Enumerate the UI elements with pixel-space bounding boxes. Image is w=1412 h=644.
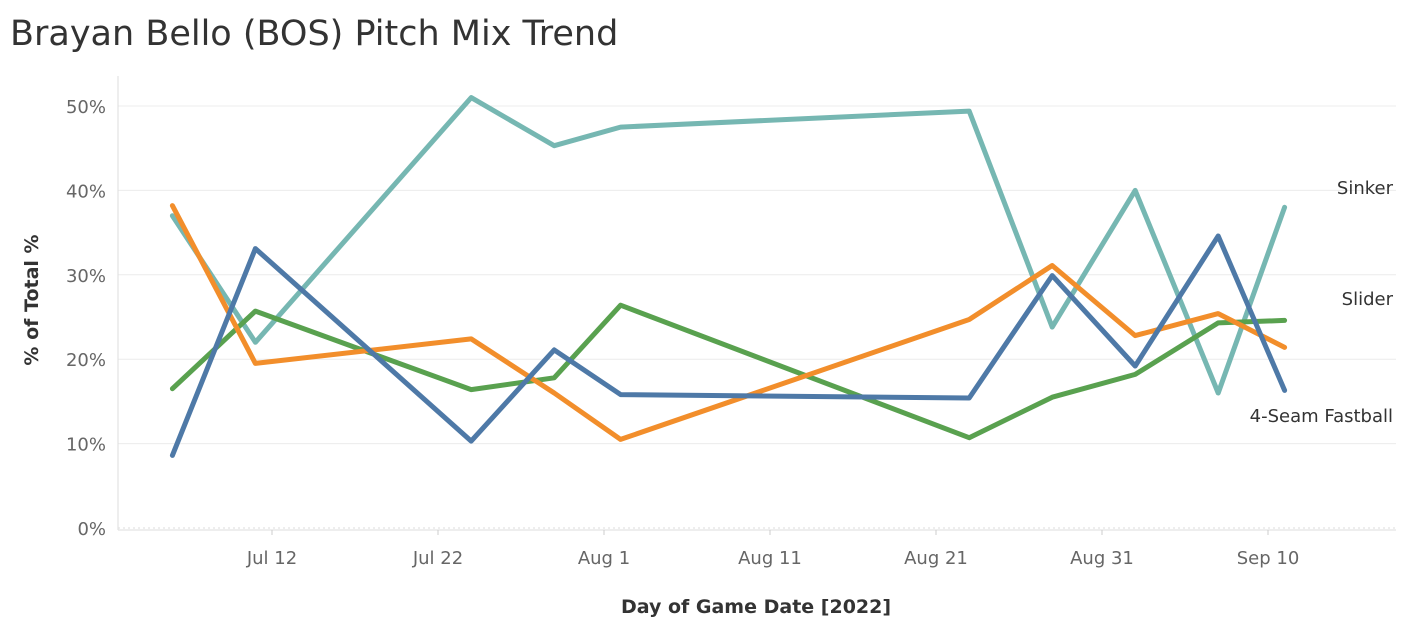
y-tick-label: 40% <box>66 181 106 202</box>
chart-title: Brayan Bello (BOS) Pitch Mix Trend <box>10 14 619 54</box>
x-tick-label: Aug 11 <box>738 548 802 569</box>
x-axis-ticks: Jul 12 Jul 22 Aug 1 Aug 11 Aug 21 Aug 31 Sep 1… <box>246 530 1299 569</box>
x-tick-label: Jul 22 <box>412 548 463 569</box>
series-labels: Sinker Slider 4-Seam Fastball <box>1250 178 1394 427</box>
x-axis-title: Day of Game Date [2022] <box>621 596 891 618</box>
x-tick-label: Jul 12 <box>246 548 297 569</box>
series-line-sinker <box>169 95 1288 396</box>
axis-layer <box>117 76 1396 531</box>
y-axis-ticks: 0% 10% 20% 30% 40% 50% <box>66 97 106 540</box>
series-label-sinker: Sinker <box>1337 178 1394 199</box>
series-line-slider <box>169 203 1288 442</box>
x-tick-label: Aug 1 <box>578 548 630 569</box>
y-tick-label: 50% <box>66 97 106 118</box>
y-tick-label: 10% <box>66 435 106 456</box>
series-label-4-seam-fastball: 4-Seam Fastball <box>1250 406 1393 427</box>
x-tick-label: Aug 21 <box>904 548 968 569</box>
grid-layer <box>118 105 1396 529</box>
x-tick-label: Aug 31 <box>1070 548 1134 569</box>
y-tick-label: 30% <box>66 266 106 287</box>
y-tick-label: 20% <box>66 350 106 371</box>
series-layer <box>169 95 1288 458</box>
y-axis-title: % of Total % <box>21 234 43 365</box>
series-line-4-seam-fastball <box>169 233 1288 458</box>
x-tick-label: Sep 10 <box>1237 548 1300 569</box>
y-tick-label: 0% <box>77 519 106 540</box>
series-label-slider: Slider <box>1342 289 1394 310</box>
